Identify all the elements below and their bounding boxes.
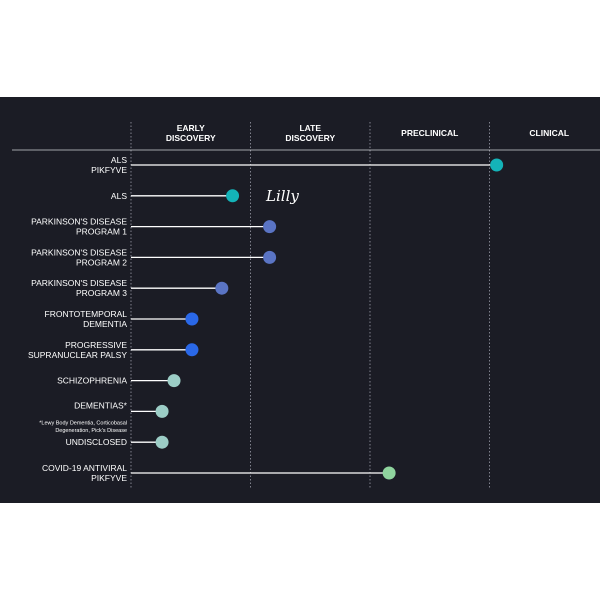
row-marker-2	[263, 220, 277, 234]
row-label-0: ALS PIKFYVE	[91, 155, 127, 175]
row-label-3: PARKINSON'S DISEASE PROGRAM 2	[31, 247, 127, 267]
pipeline-panel: EARLY DISCOVERY LATE DISCOVERY PRECLINICAL CL…	[0, 97, 600, 503]
stage-header-2: PRECLINICAL	[401, 128, 458, 138]
row-marker-7	[167, 374, 181, 388]
row-marker-6	[185, 343, 199, 357]
row-label-10: COVID-19 ANTIVIRAL PIKFYVE	[42, 463, 127, 483]
row-label-8: DEMENTIAS*	[74, 400, 128, 410]
row-label-5: FRONTOTEMPORAL DEMENTIA	[45, 309, 128, 329]
row-marker-1	[226, 189, 240, 203]
row-label-9: UNDISCLOSED	[66, 437, 127, 447]
row-marker-5	[185, 312, 199, 326]
row-marker-0	[490, 158, 504, 172]
pipeline-chart: EARLY DISCOVERY LATE DISCOVERY PRECLINICAL CL…	[12, 122, 600, 489]
row-marker-3	[263, 250, 277, 264]
row-marker-8	[155, 404, 169, 418]
row-marker-10	[382, 466, 396, 480]
row-label-2: PARKINSON'S DISEASE PROGRAM 1	[31, 217, 127, 237]
row-marker-9	[155, 435, 169, 449]
partner-logo: Lilly	[265, 187, 299, 205]
row-label-1: ALS	[111, 191, 127, 201]
stage-header-1: LATE DISCOVERY	[285, 123, 335, 143]
row-note-8: *Lewy Body Dementia, Corticobasal Degener…	[39, 421, 127, 435]
row-marker-4	[215, 281, 229, 295]
stage-header-3: CLINICAL	[529, 128, 569, 138]
row-label-6: PROGRESSIVE SUPRANUCLEAR PALSY	[28, 340, 127, 360]
row-label-7: SCHIZOPHRENIA	[57, 376, 127, 386]
row-label-4: PARKINSON'S DISEASE PROGRAM 3	[31, 278, 127, 298]
stage-header-0: EARLY DISCOVERY	[166, 123, 216, 143]
